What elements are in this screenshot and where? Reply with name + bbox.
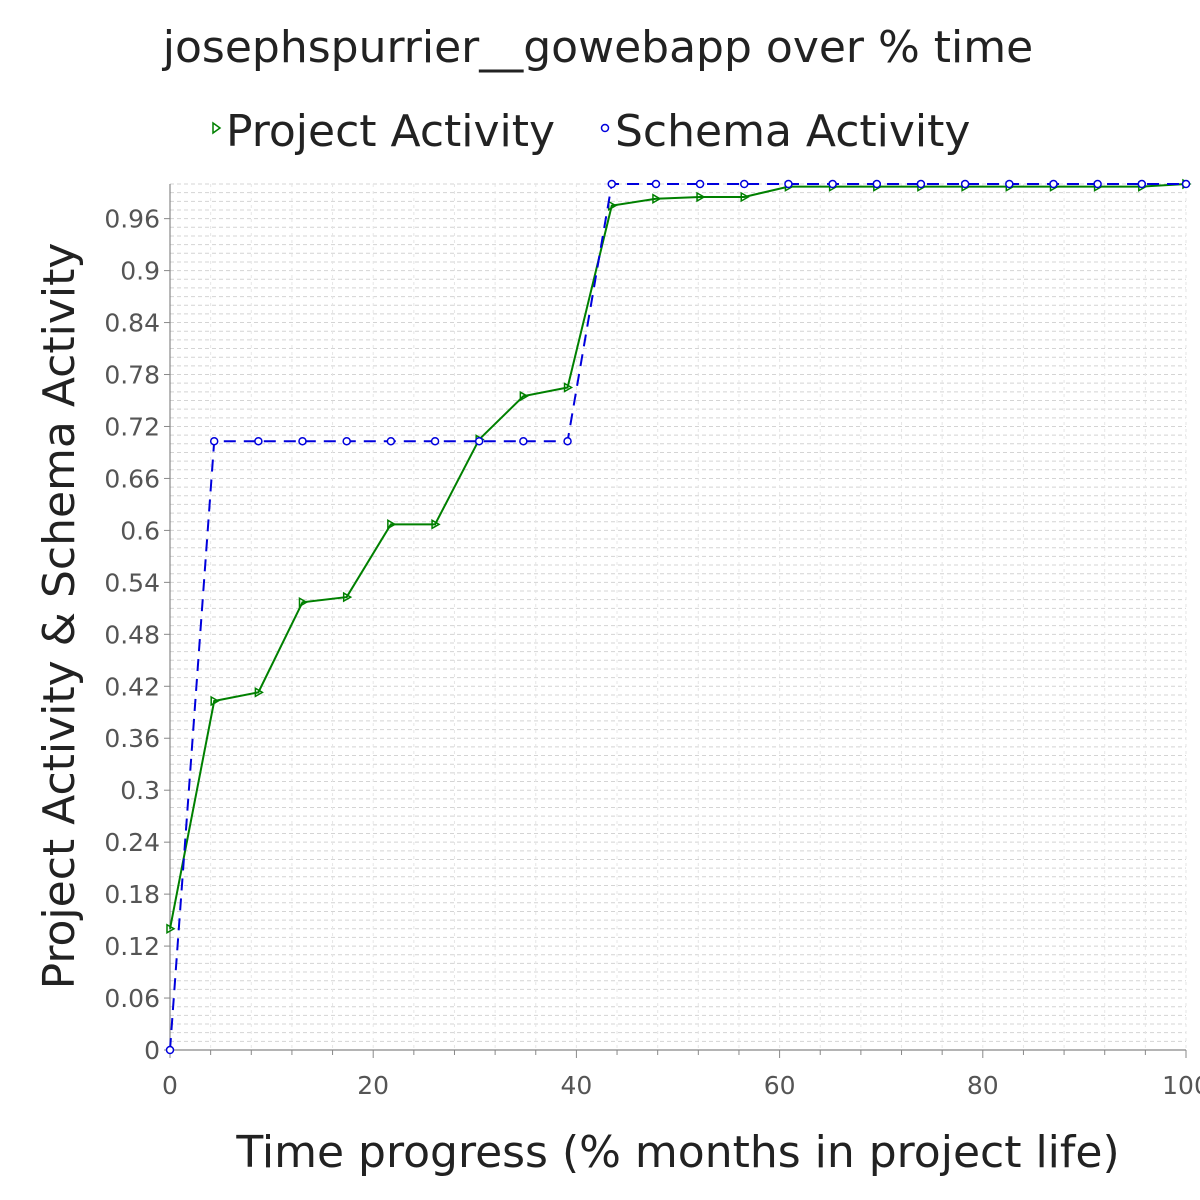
- data-point-schema-activity: [519, 436, 528, 446]
- y-tick-label: 0.36: [104, 724, 160, 753]
- y-tick-label: 0.6: [120, 516, 160, 545]
- y-tick-label: 0.72: [104, 412, 160, 441]
- data-point-project-activity: [652, 193, 662, 205]
- y-tick-label: 0: [144, 1036, 160, 1065]
- y-tick-label: 0.06: [104, 984, 160, 1013]
- data-point-project-activity: [563, 382, 574, 393]
- y-tick-label: 0.42: [104, 672, 160, 701]
- data-point-schema-activity: [1093, 179, 1102, 189]
- data-point-project-activity: [696, 191, 706, 203]
- x-axis-label: Time progress (% months in project life): [235, 1127, 1119, 1178]
- x-tick-label: 40: [560, 1071, 592, 1100]
- data-point-project-activity: [342, 591, 353, 603]
- data-point-schema-activity: [695, 179, 705, 189]
- data-point-schema-activity: [1137, 179, 1147, 189]
- series-line-project-activity: [169, 183, 1187, 929]
- data-point-schema-activity: [165, 1045, 175, 1055]
- y-tick-label: 0.12: [104, 932, 160, 961]
- y-tick-label: 0.48: [104, 620, 160, 649]
- series-line-schema-activity: [169, 183, 1186, 1051]
- y-tick-label: 0.24: [104, 828, 160, 857]
- data-point-schema-activity: [1005, 179, 1014, 189]
- data-point-project-activity: [210, 695, 220, 707]
- y-tick-label: 0.9: [120, 257, 160, 286]
- data-point-schema-activity: [960, 179, 970, 189]
- legend-label-schema-activity: Schema Activity: [615, 106, 970, 157]
- chart-title: josephspurrier__gowebapp over % time: [162, 22, 1033, 73]
- data-point-schema-activity: [916, 179, 926, 189]
- data-point-schema-activity: [872, 179, 882, 189]
- data-point-schema-activity: [298, 436, 307, 446]
- data-point-schema-activity: [651, 179, 661, 189]
- grid: [169, 183, 1187, 1051]
- legend-marker-schema-activity: [600, 123, 610, 133]
- data-point-project-activity: [298, 596, 308, 608]
- y-tick-label: 0.66: [104, 464, 160, 493]
- legend: Project Activity Schema Activity: [212, 106, 970, 157]
- data-point-schema-activity: [254, 436, 263, 446]
- data-point-project-activity: [431, 519, 441, 530]
- data-point-schema-activity: [430, 436, 440, 446]
- data-point-schema-activity: [739, 179, 749, 189]
- data-point-project-activity: [519, 390, 529, 402]
- legend-label-project-activity: Project Activity: [226, 106, 555, 157]
- series-schema-activity: [165, 179, 1191, 1055]
- y-tick-label: 0.84: [104, 309, 160, 338]
- data-point-schema-activity: [1049, 179, 1058, 189]
- x-tick-label: 80: [967, 1071, 999, 1100]
- data-point-project-activity: [166, 923, 176, 935]
- data-point-schema-activity: [386, 436, 396, 446]
- y-axis-label: Project Activity & Schema Activity: [34, 243, 85, 990]
- y-tick-label: 0.3: [120, 776, 160, 805]
- data-point-schema-activity: [1181, 179, 1191, 189]
- y-tick-label: 0.78: [104, 361, 160, 390]
- data-point-project-activity: [740, 191, 750, 203]
- data-point-project-activity: [254, 687, 264, 698]
- x-tick-label: 60: [764, 1071, 796, 1100]
- data-point-project-activity: [387, 519, 397, 530]
- data-point-schema-activity: [607, 179, 617, 189]
- legend-marker-project-activity: [212, 121, 222, 135]
- data-point-schema-activity: [828, 179, 837, 189]
- series: [165, 178, 1192, 1055]
- y-tick-label: 0.96: [104, 205, 160, 234]
- x-tick-label: 20: [357, 1071, 389, 1100]
- y-tick-label: 0.18: [104, 880, 160, 909]
- data-point-schema-activity: [784, 179, 793, 189]
- data-point-schema-activity: [342, 436, 351, 446]
- x-tick-label: 0: [162, 1071, 178, 1100]
- tick-labels: 0 20 40 60 80 100 0 0.06 0.12 0.18 0.24 0.3 0.36 0.42…: [104, 205, 1200, 1100]
- y-tick-label: 0.54: [104, 568, 160, 597]
- x-tick-label: 100: [1162, 1071, 1200, 1100]
- data-point-schema-activity: [563, 436, 572, 446]
- data-point-schema-activity: [474, 436, 484, 446]
- axes: [164, 184, 1187, 1058]
- data-point-schema-activity: [209, 436, 219, 446]
